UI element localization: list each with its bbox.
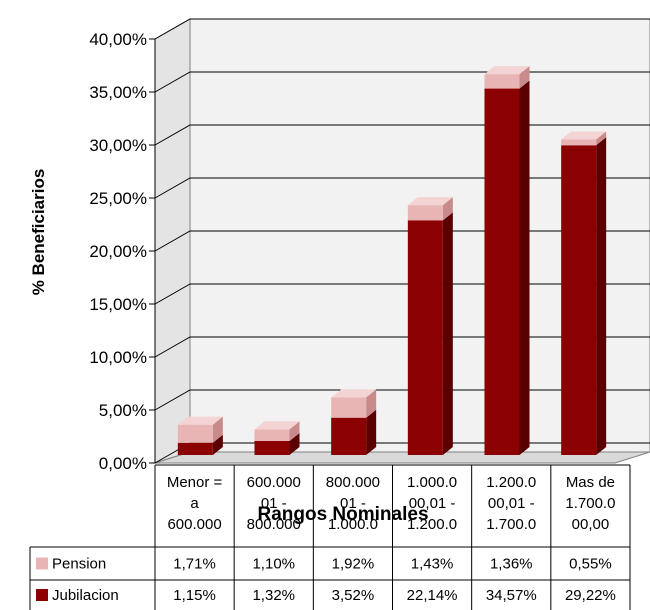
y-tick-label: 25,00% [89,189,147,208]
bar-pension-side [366,389,377,418]
data-label: 1,15% [173,587,216,604]
legend-label-pension: Pension [52,556,106,573]
category-label: 600.000 [247,474,301,491]
legend-swatch-jubilacion [36,589,48,601]
bar-pension [177,424,213,443]
data-label: 0,55% [569,556,612,573]
bar-pension [407,205,443,221]
data-label: 1,10% [252,556,295,573]
bar-jubilacion-side [289,433,300,455]
y-tick-label: 35,00% [89,83,147,102]
legend-swatch-pension [36,557,48,570]
bar-jubilacion-side [596,137,607,455]
bar-jubilacion [407,220,443,455]
category-label: 600.000 [167,516,221,533]
bars [177,66,607,456]
y-tick-label: 5,00% [99,401,147,420]
category-label: 00,00 [572,516,610,533]
data-label: 1,43% [411,556,454,573]
legend-label-jubilacion: Jubilacion [52,587,119,604]
y-tick-label: 40,00% [89,30,147,49]
bar-jubilacion-side [442,212,453,455]
bar-pension [484,74,520,89]
y-tick-label: 30,00% [89,136,147,155]
bar-jubilacion-side [212,434,223,455]
y-tick-label: 10,00% [89,348,147,367]
category-label: 1.700.0 [565,495,615,512]
data-label: 1,92% [332,556,375,573]
category-label: 1.200.0 [486,474,536,491]
bar-pension [331,397,367,418]
category-label: 01 - [261,495,287,512]
gridline [154,18,650,40]
data-label: 29,22% [565,587,616,604]
y-tick-label: 20,00% [89,242,147,261]
bar-jubilacion-side [519,80,530,456]
data-label: 34,57% [486,587,537,604]
bar-pension-side [212,416,223,443]
y-tick-label: 0,00% [99,454,147,473]
y-axis-label: % Beneficiarios [29,169,48,296]
bar-pension-side [289,421,300,442]
y-tick-label: 15,00% [89,295,147,314]
bar-top [331,389,377,398]
bar-jubilacion [484,88,520,456]
category-label: a [190,495,199,512]
y-axis-ticks: 0,00% 5,00% 10,00% 15,00% 20,00% 25,00% 30,00%… [89,30,156,473]
data-label: 3,52% [332,587,375,604]
category-label: 00,01 - [409,495,456,512]
category-label: 800.000 [247,516,301,533]
bar-top [484,66,530,75]
data-label: 1,36% [490,556,533,573]
bar-jubilacion [561,145,597,455]
x-axis-label: Rangos Nominales [257,504,428,525]
category-label: 1.200.0 [407,516,457,533]
category-label: 00,01 - [488,495,535,512]
bar-pension [254,429,290,442]
bar-pension-side [519,66,530,89]
bar-top [407,197,453,206]
data-label: 1,32% [252,587,295,604]
category-label: Menor = [167,474,223,491]
category-label: 800.000 [326,474,380,491]
bar-pension-side [596,131,607,146]
bar-pension [561,139,597,146]
bar-jubilacion [254,441,290,455]
bar-pension-side [442,197,453,221]
data-label: 22,14% [407,587,458,604]
category-label: 1.000.0 [328,516,378,533]
bar-top [561,131,607,140]
bar-jubilacion [331,417,367,455]
data-table: Menor = a 600.000 600.000 01 - 800.000 800.000… [29,464,631,610]
category-label: 01 - [340,495,366,512]
category-label: 1.000.0 [407,474,457,491]
data-label: 1,71% [173,556,216,573]
category-label: 1.700.0 [486,516,536,533]
bar-jubilacion-side [366,409,377,455]
category-label: Mas de [566,474,615,491]
bar-jubilacion [177,442,213,455]
bar-top [254,421,300,430]
bar-top [177,416,223,425]
